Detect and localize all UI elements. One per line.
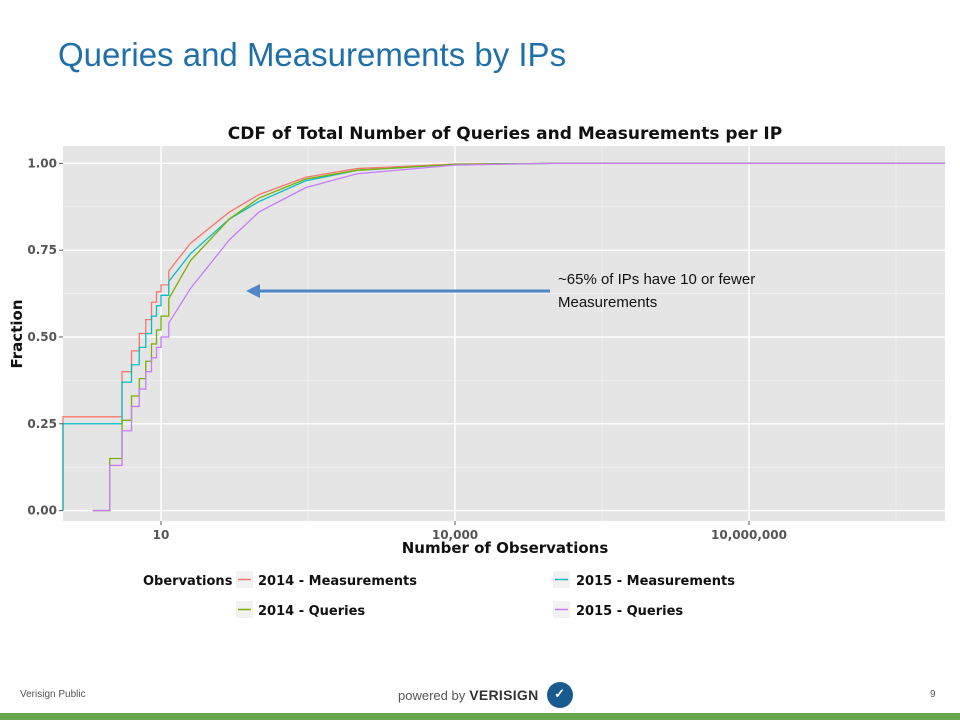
cdf-chart: CDF of Total Number of Queries and Measu…	[8, 124, 945, 619]
brand-text: VERISIGN	[469, 687, 539, 703]
legend-label: 2015 - Measurements	[576, 574, 735, 589]
annotation-line-2: Measurements	[558, 294, 657, 311]
y-tick-label: 0.50	[27, 330, 57, 344]
chart-title: CDF of Total Number of Queries and Measu…	[228, 124, 782, 144]
legend-label: 2014 - Queries	[258, 604, 365, 619]
x-tick-label: 10,000	[432, 528, 478, 542]
legend-item-2014-measurements: 2014 - Measurements	[236, 571, 417, 589]
x-axis-title: Number of Observations	[402, 539, 609, 557]
y-axis-title: Fraction	[8, 300, 26, 369]
page-number: 9	[930, 689, 936, 700]
verisign-check-icon: ✓	[546, 682, 573, 708]
x-axis-ticks: 10 10,000 10,000,000	[153, 521, 787, 542]
footer-classification: Verisign Public	[20, 689, 86, 700]
y-tick-label: 1.00	[27, 156, 57, 170]
series-line-2014-queries	[92, 162, 945, 512]
verisign-logo: powered by VERISIGN ✓	[398, 680, 573, 710]
plot-background	[63, 146, 945, 521]
slide-title: Queries and Measurements by IPs	[58, 36, 567, 73]
legend-item-2015-measurements: 2015 - Measurements	[553, 571, 735, 589]
annotation-line-1: ~65% of IPs have 10 or fewer	[558, 271, 755, 288]
x-tick-label: 10,000,000	[711, 528, 787, 542]
legend-label: 2015 - Queries	[576, 604, 683, 619]
y-tick-label: 0.75	[27, 243, 57, 257]
major-gridlines	[63, 146, 945, 521]
legend-title: Obervations	[143, 574, 233, 589]
x-tick-label: 10	[153, 528, 170, 542]
annotation-arrow	[246, 284, 550, 298]
y-axis-ticks: 0.00 0.25 0.50 0.75 1.00	[27, 156, 63, 518]
series-line-2014-measurements	[62, 162, 945, 511]
legend-item-2014-queries: 2014 - Queries	[236, 601, 365, 619]
series-line-2015-measurements	[62, 162, 945, 511]
legend: Obervations 2014 - Measurements 2015 - M…	[143, 571, 735, 619]
legend-label: 2014 - Measurements	[258, 574, 417, 589]
series-lines	[62, 162, 945, 512]
bottom-accent-bar	[0, 713, 960, 720]
legend-item-2015-queries: 2015 - Queries	[553, 601, 683, 619]
series-line-2015-queries	[92, 162, 945, 512]
y-tick-label: 0.00	[27, 504, 57, 518]
y-tick-label: 0.25	[27, 417, 57, 431]
powered-by-text: powered by	[398, 687, 466, 703]
minor-gridlines	[63, 146, 945, 521]
